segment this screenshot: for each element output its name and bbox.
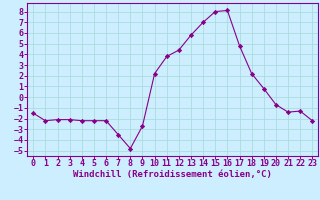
X-axis label: Windchill (Refroidissement éolien,°C): Windchill (Refroidissement éolien,°C) (73, 170, 272, 179)
